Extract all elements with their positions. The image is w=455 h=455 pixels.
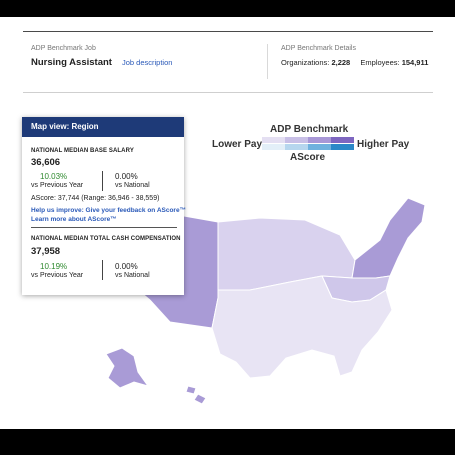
legend-ascore: AScore [290,152,326,163]
legend-swatch [262,137,285,143]
panel-header: Map view: Region [22,117,184,137]
panel-section-divider [31,227,177,228]
total-vs-nat-pct: 0.00% [115,262,138,271]
legend-color-scale [262,137,354,151]
map-view-panel: Map view: Region NATIONAL MEDIAN BASE SA… [22,117,187,295]
job-label: ADP Benchmark Job [31,45,96,52]
job-description-link[interactable]: Job description [122,58,173,67]
legend-lower-pay: Lower Pay [212,139,263,150]
employees-value: 154,911 [401,58,429,67]
base-salary-value: 36,606 [31,157,61,168]
base-vs-prev-label: vs Previous Year [31,182,84,189]
base-vs-nat-pct: 0.00% [115,172,138,181]
learn-ascore-link[interactable]: Learn more about AScore™ [31,216,117,223]
details-label: ADP Benchmark Details [281,45,356,52]
legend-swatch [308,137,331,143]
header-bottom-rule [23,92,433,93]
legend-swatch [285,144,308,150]
region-northeast[interactable] [351,197,426,279]
total-comp-value: 37,958 [31,246,61,257]
legend-swatch [285,137,308,143]
organizations-value: 2,228 [331,58,351,67]
total-comp-title: NATIONAL MEDIAN TOTAL CASH COMPENSATION [31,236,181,242]
legend-higher-pay: Higher Pay [357,139,410,150]
base-vs-prev-pct: 10.03% [40,172,68,181]
organizations-label: Organizations: [281,58,330,67]
legend-title: ADP Benchmark [270,124,349,135]
total-vs-prev-label: vs Previous Year [31,272,84,279]
benchmark-header: ADP Benchmark Job Nursing Assistant Job … [23,31,433,95]
job-title: Nursing Assistant [31,57,112,68]
region-south[interactable] [211,275,393,379]
region-hawaii[interactable] [185,385,207,405]
legend-swatch [331,144,354,150]
legend-swatch [308,144,331,150]
header-top-rule [23,31,433,32]
region-alaska[interactable] [105,347,150,389]
base-divider [102,171,103,191]
ascore-feedback-link[interactable]: Help us improve: Give your feedback on A… [31,207,187,214]
base-salary-title: NATIONAL MEDIAN BASE SALARY [31,148,134,154]
header-divider [267,44,268,79]
benchmark-page: ADP Benchmark Job Nursing Assistant Job … [0,17,455,429]
base-ascore: AScore: 37,744 (Range: 36,946 - 38,559) [31,195,160,202]
total-divider [102,260,103,280]
total-vs-prev-pct: 10.19% [40,262,68,271]
us-region-map [105,197,426,405]
legend-swatch [331,137,354,143]
employees-label: Employees: [360,58,400,67]
base-vs-nat-label: vs National [115,182,150,189]
total-vs-nat-label: vs National [115,272,150,279]
legend-swatch [262,144,285,150]
benchmark-details: Organizations: 2,228 Employees: 154,911 [281,58,428,67]
